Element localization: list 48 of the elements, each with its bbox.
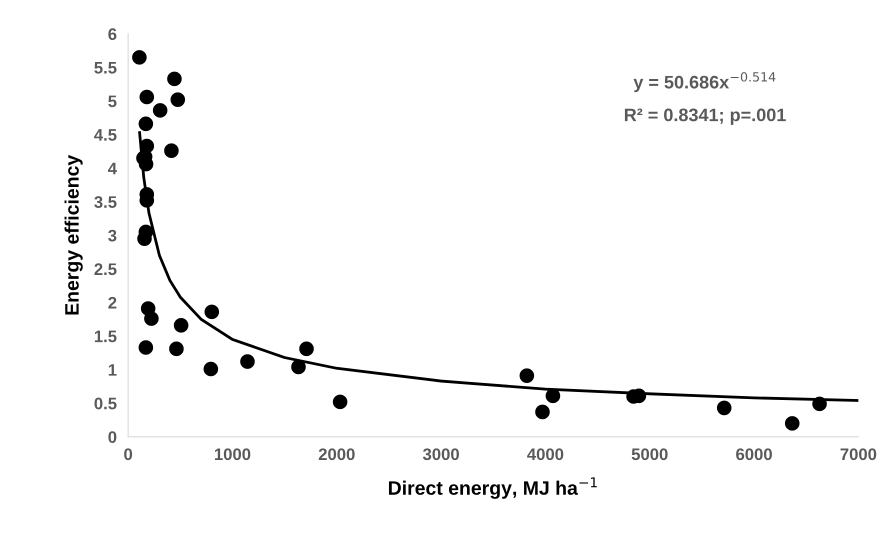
point (520, 368, 534, 383)
point (140, 90, 154, 104)
point (784, 416, 800, 431)
y-tick-label: 4 (108, 162, 117, 174)
point (170, 92, 186, 107)
point (291, 360, 306, 374)
x-tick-label: 1000 (214, 448, 250, 460)
point (144, 311, 159, 326)
point (716, 400, 732, 416)
y-tick-label: 1 (108, 364, 117, 376)
point (240, 354, 255, 369)
point (204, 304, 220, 320)
point (169, 342, 184, 356)
point (164, 143, 179, 158)
point (167, 72, 182, 86)
x-tick-label: 4000 (527, 448, 564, 460)
annotation: R² = 0.8341; p=.001 (624, 108, 786, 125)
point (812, 396, 827, 412)
point (546, 388, 560, 404)
x-tick-label: 5000 (632, 448, 668, 460)
x-tick-label: 7000 (840, 448, 876, 460)
y-tick-label: 3 (108, 230, 116, 242)
y-tick-label: 2.5 (94, 263, 117, 276)
point (299, 342, 314, 356)
y-tick-label: 5.5 (94, 62, 117, 74)
point (138, 116, 154, 132)
y-tick-label: 6 (108, 28, 116, 40)
y-axis-title: Energy efficiency (64, 154, 83, 315)
point (152, 103, 168, 118)
y-tick-label: 2 (108, 296, 116, 309)
annotation: y = 50.686x$^{−0.514}$ (633, 72, 776, 92)
point (138, 340, 154, 355)
x-axis-title: Direct energy, MJ ha$^{−1}$ (388, 477, 597, 499)
y-tick-label: 0.5 (94, 398, 117, 410)
point (132, 50, 147, 65)
point (174, 318, 188, 333)
y-tick-label: 3.5 (94, 196, 117, 208)
point (535, 404, 550, 420)
x-tick-label: 2000 (318, 448, 355, 460)
y-tick-label: 5 (108, 96, 117, 108)
x-tick-label: 0 (124, 448, 132, 460)
point (332, 394, 348, 410)
y-tick-label: 4.5 (94, 129, 117, 141)
x-tick-label: 6000 (736, 448, 772, 460)
x-tick-label: 3000 (422, 448, 459, 460)
point (204, 362, 218, 376)
y-tick-label: 1.5 (94, 330, 117, 342)
y-tick-label: 0 (108, 431, 116, 444)
